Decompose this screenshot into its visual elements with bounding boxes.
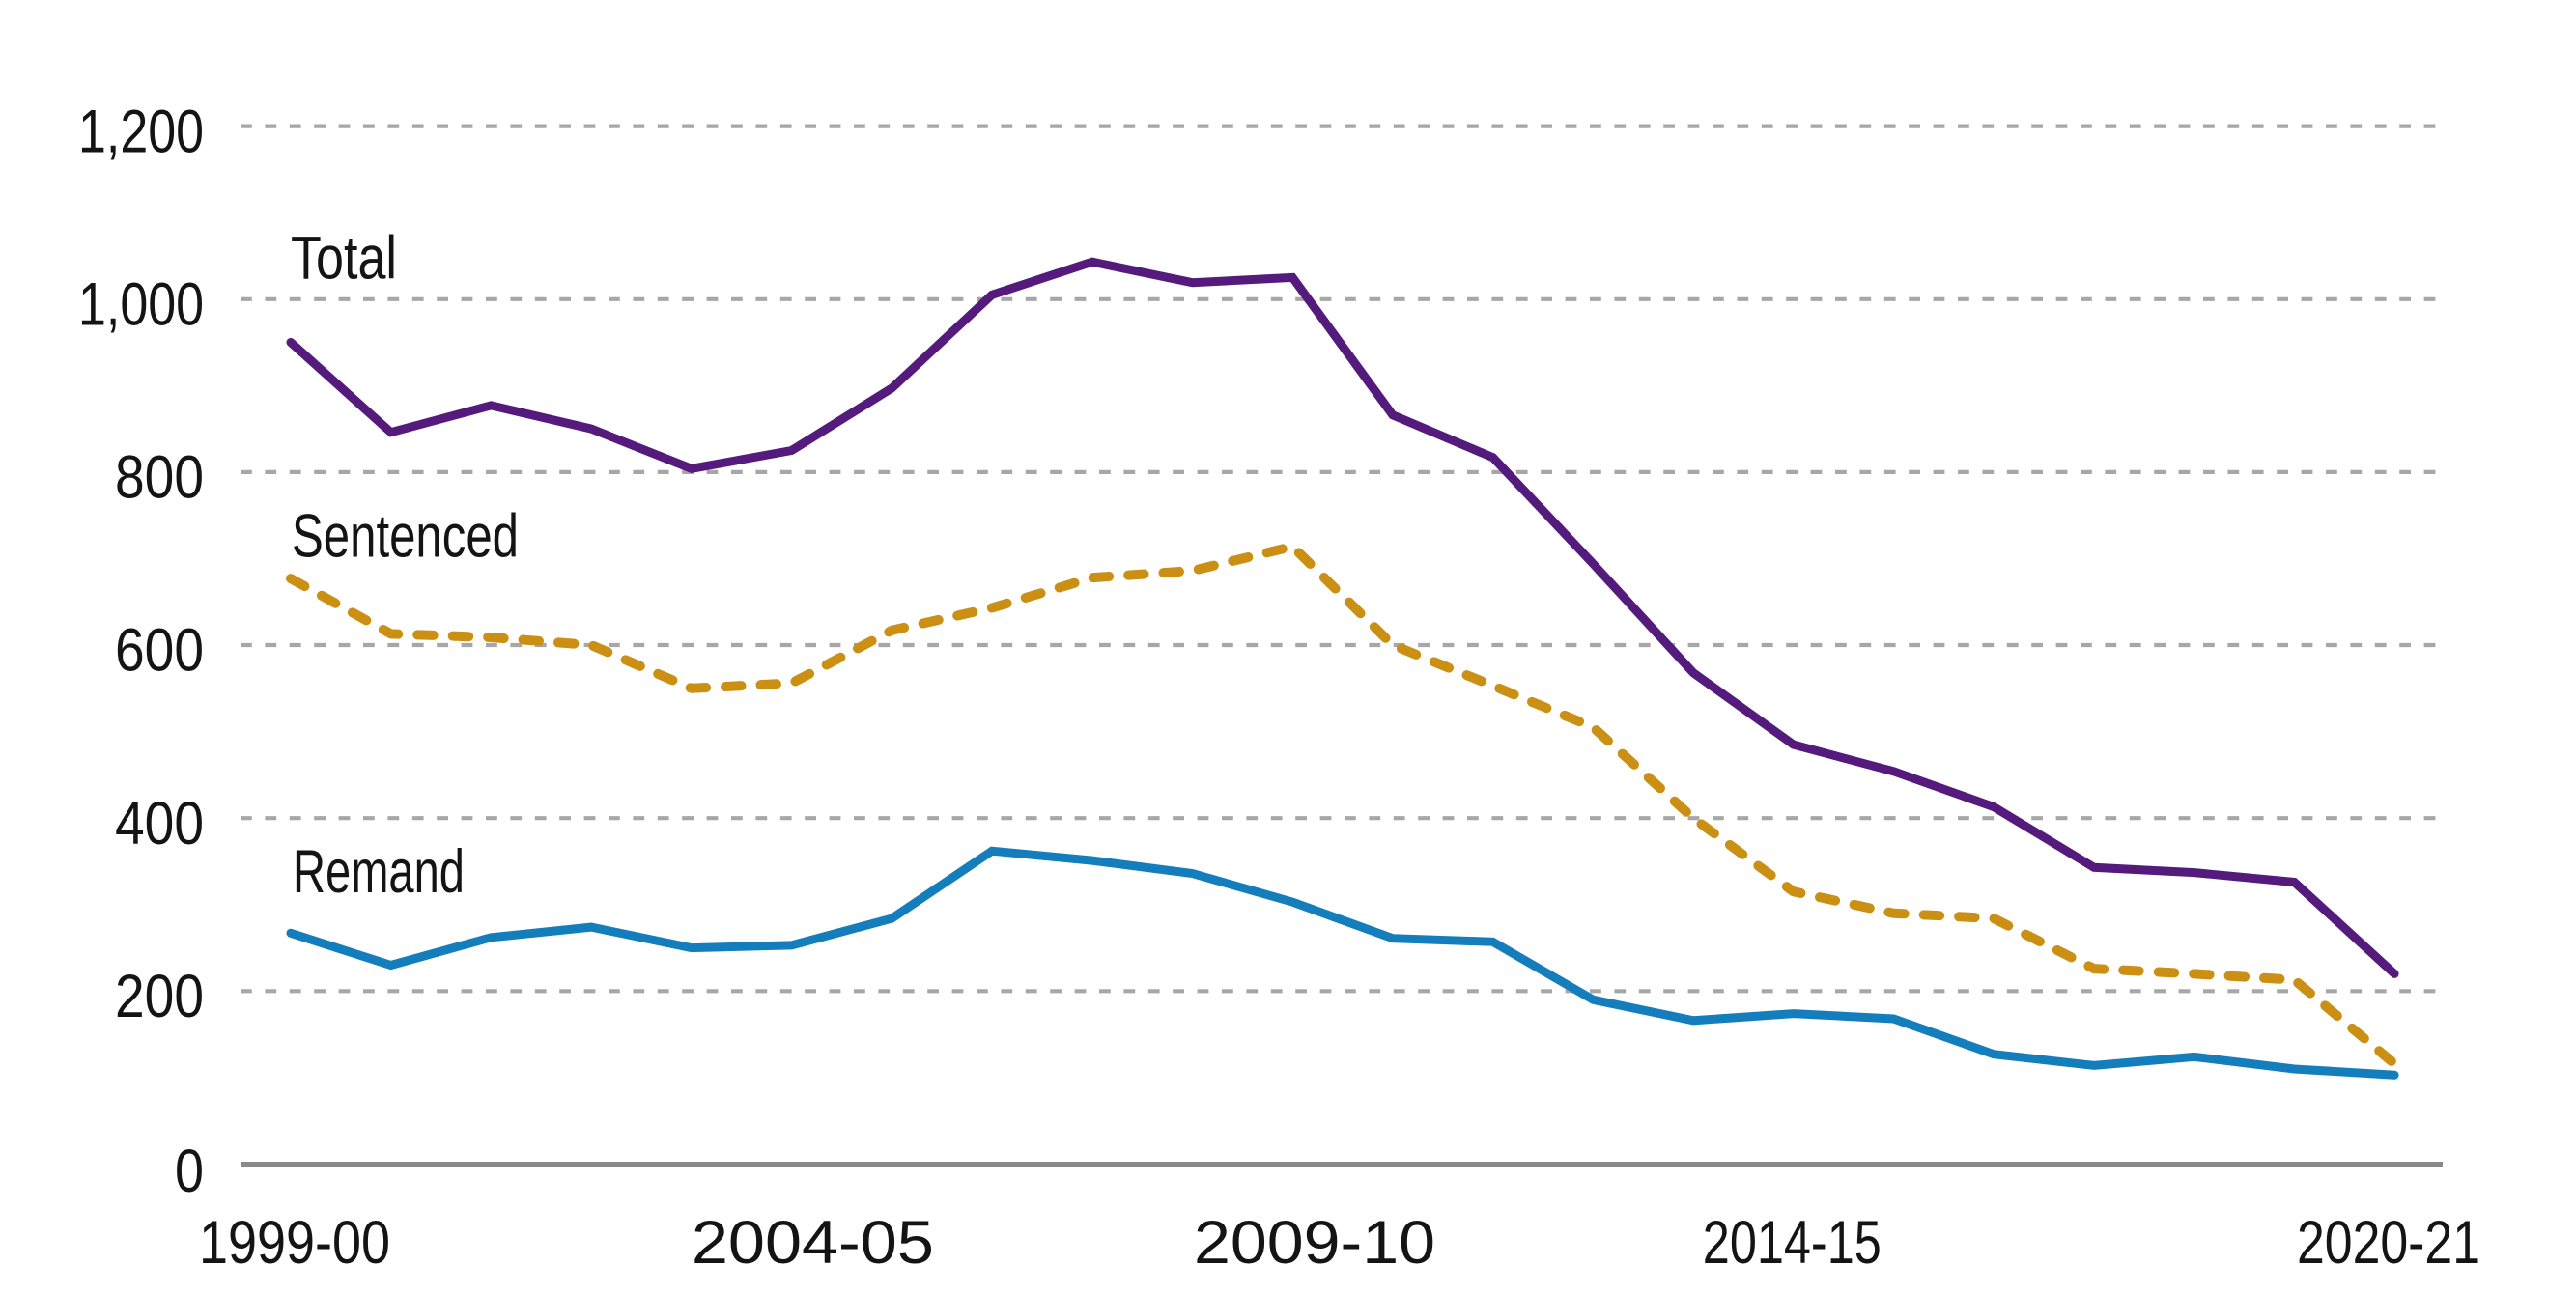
svg-text:1999-00: 1999-00 [199,1209,390,1277]
svg-text:600: 600 [115,617,204,685]
svg-text:1,200: 1,200 [78,98,204,165]
svg-text:0: 0 [175,1138,204,1205]
svg-text:2020-21: 2020-21 [2297,1209,2480,1277]
svg-text:Sentenced: Sentenced [292,502,519,570]
svg-text:2004-05: 2004-05 [692,1209,934,1277]
svg-text:2014-15: 2014-15 [1703,1209,1882,1277]
svg-text:2009-10: 2009-10 [1194,1209,1435,1277]
svg-text:1,000: 1,000 [78,271,204,339]
svg-text:400: 400 [115,790,204,858]
svg-text:200: 200 [115,963,204,1030]
svg-text:800: 800 [115,444,204,512]
svg-text:Total: Total [291,224,397,292]
svg-text:Remand: Remand [293,838,465,906]
